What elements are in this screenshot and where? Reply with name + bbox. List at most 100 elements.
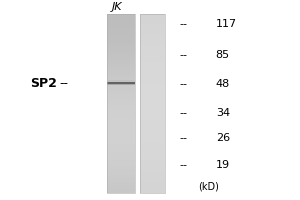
Bar [107,173,135,175]
Bar [107,130,135,132]
Bar [140,153,165,155]
Bar [107,98,135,100]
Bar [107,119,135,121]
Bar [140,183,165,185]
Bar [107,117,135,119]
Bar [107,162,135,164]
Bar [140,75,165,77]
Bar [140,32,165,34]
Bar [140,107,165,109]
Bar [140,133,165,135]
Bar [107,176,135,178]
Bar [140,171,165,173]
Bar [140,83,165,85]
Text: --: -- [180,108,188,118]
Text: --: -- [180,79,188,89]
Bar [107,110,135,112]
Bar [107,189,135,191]
Bar [140,57,165,59]
Bar [107,108,135,110]
Bar [140,98,165,100]
Bar [107,114,135,116]
Bar [140,166,165,168]
Bar [140,173,165,175]
Bar [140,82,165,84]
Bar [107,58,135,60]
Bar [140,41,165,43]
Bar [140,80,165,82]
Bar [140,21,165,23]
Bar [140,37,165,39]
Bar [107,39,135,41]
Bar [107,44,135,46]
Bar [140,185,165,187]
Bar [107,158,135,160]
Bar [107,60,135,62]
Text: 34: 34 [216,108,230,118]
Text: --: -- [180,19,188,29]
Bar [107,91,135,93]
Bar [140,17,165,19]
Bar [107,182,135,184]
Bar [107,142,135,144]
Bar [107,164,135,166]
Bar [140,162,165,164]
Bar [107,101,135,103]
Bar [140,148,165,150]
Bar [107,55,135,57]
Bar [140,137,165,139]
Bar [140,126,165,128]
Bar [140,128,165,130]
Bar [107,191,135,193]
Bar [107,153,135,155]
Text: --: -- [180,160,188,170]
Bar [107,116,135,118]
Bar [140,33,165,35]
Bar [140,44,165,46]
Bar [140,58,165,60]
Bar [140,39,165,41]
Bar [107,151,135,153]
Bar [140,23,165,25]
Bar [107,128,135,130]
Bar [140,48,165,50]
Bar [107,107,135,109]
Bar [107,141,135,143]
Bar [140,130,165,132]
Bar [140,78,165,80]
Bar [107,48,135,50]
Bar [107,32,135,34]
Bar [140,160,165,162]
Bar [107,123,135,125]
Bar [140,142,165,144]
Bar [107,133,135,135]
Bar [140,176,165,178]
Bar [140,187,165,189]
Bar [140,35,165,37]
Bar [140,116,165,118]
Bar [107,155,135,157]
Bar [140,189,165,191]
Bar [140,19,165,21]
Bar [140,46,165,48]
Bar [140,71,165,73]
Bar [140,167,165,169]
Bar [107,124,135,126]
Bar [140,50,165,52]
Bar [140,174,165,176]
Bar [107,100,135,101]
Bar [140,67,165,69]
Bar [107,137,135,139]
Bar [107,21,135,23]
Text: 117: 117 [216,19,237,29]
Text: 48: 48 [216,79,230,89]
Bar [107,28,135,30]
Bar [140,144,165,146]
Bar [140,169,165,171]
Bar [140,64,165,66]
Bar [140,180,165,182]
Bar [140,73,165,75]
Bar [107,25,135,27]
Bar [140,92,165,94]
Bar [140,55,165,57]
